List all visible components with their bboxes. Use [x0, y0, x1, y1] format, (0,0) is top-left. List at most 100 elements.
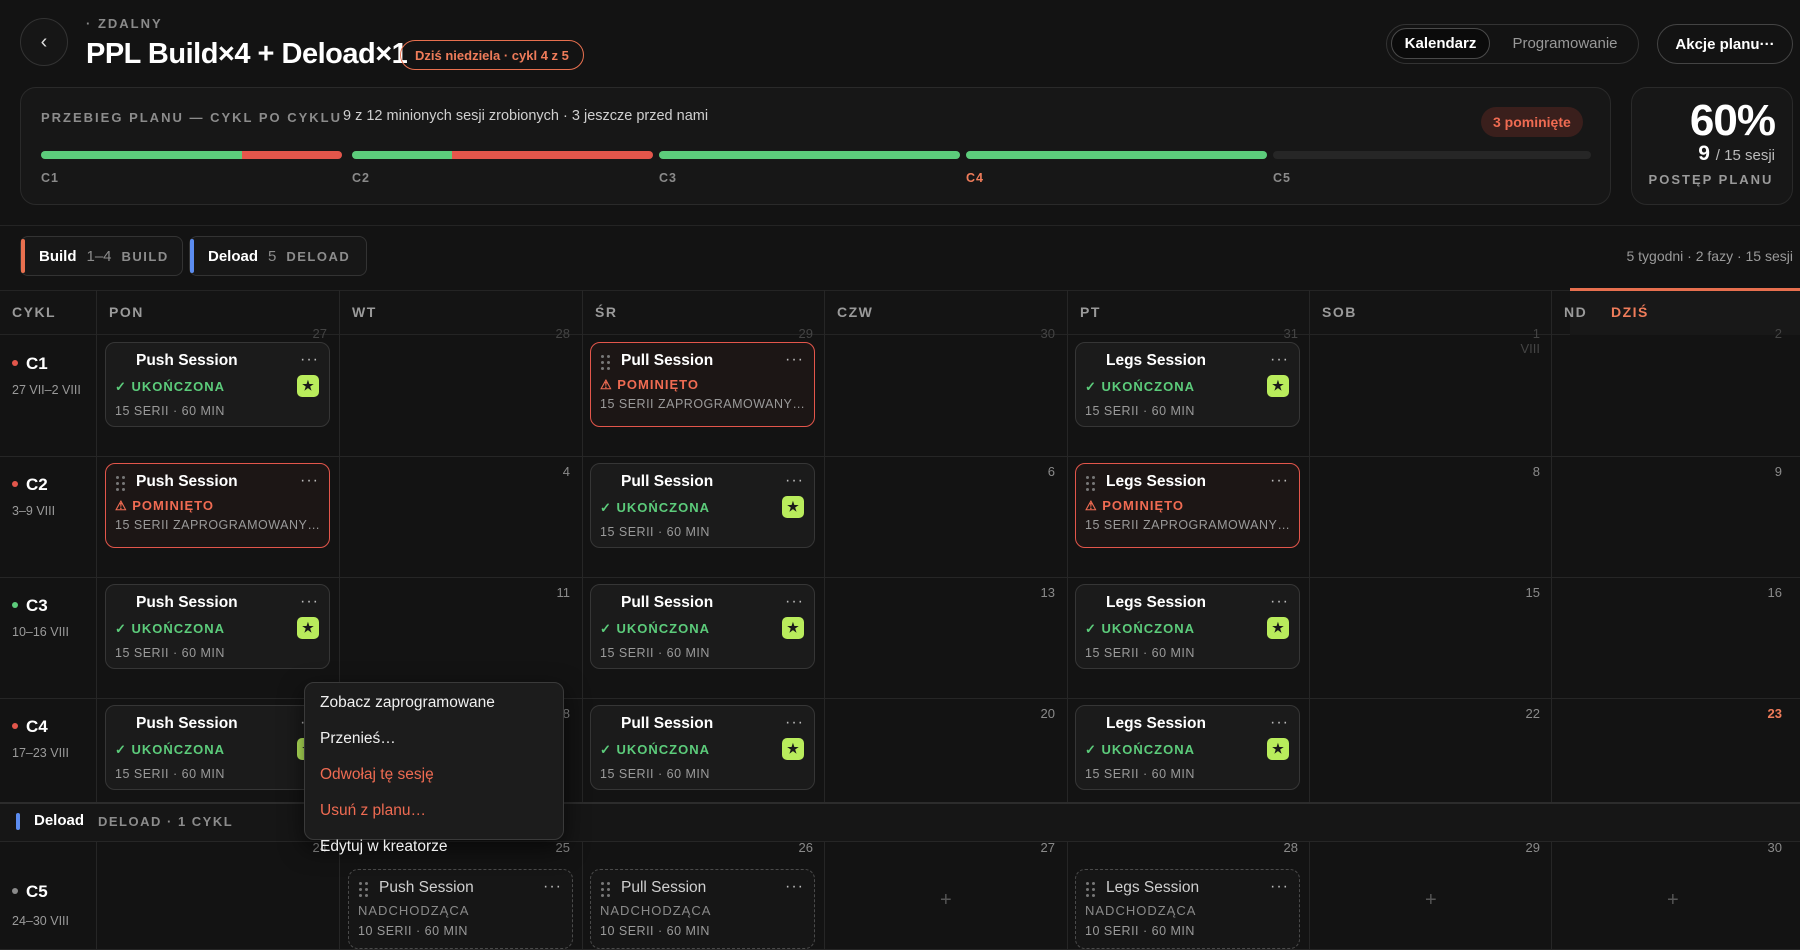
drag-handle-icon[interactable]	[601, 882, 611, 898]
more-horizontal-icon[interactable]: ···	[543, 878, 562, 895]
day-number: 30	[1767, 840, 1782, 855]
session-card-legs[interactable]: Legs Session ··· ✓ UKOŃCZONA 15 SERII · 60 …	[1075, 342, 1300, 427]
drag-handle-icon[interactable]	[601, 355, 611, 371]
status-completed: ✓ UKOŃCZONA	[600, 500, 710, 515]
col-head-day: CZW	[837, 304, 874, 320]
drag-handle-icon[interactable]	[116, 476, 126, 492]
session-meta: 15 SERII ZAPROGRAMOWANYCH	[600, 397, 805, 411]
row-date-range: 27 VII–2 VIII	[12, 383, 81, 397]
cycle-progress-bar	[352, 151, 653, 159]
session-meta: 15 SERII ZAPROGRAMOWANYCH	[115, 518, 320, 532]
cycle-status-dot	[12, 480, 18, 487]
add-session-plus-icon[interactable]: +	[1667, 889, 1679, 911]
more-horizontal-icon[interactable]: ···	[785, 878, 804, 895]
session-card-push[interactable]: Push Session ··· NADCHODZĄCA 10 SERII · 60 …	[348, 869, 573, 949]
drag-handle-icon[interactable]	[1086, 476, 1096, 492]
divider	[0, 225, 1800, 226]
deload-color-bar	[16, 813, 20, 830]
phase-color-bar	[21, 239, 25, 273]
column-divider	[96, 290, 97, 949]
session-card-legs[interactable]: Legs Session ··· ✓ UKOŃCZONA 15 SERII · 60 …	[1075, 705, 1300, 790]
drag-handle-icon[interactable]	[1086, 882, 1096, 898]
more-horizontal-icon[interactable]: ···	[300, 351, 319, 368]
phase-kind: DELOAD	[286, 248, 351, 264]
view-toggle	[1386, 24, 1639, 64]
column-divider	[1551, 290, 1552, 949]
star-icon[interactable]: ★	[1267, 375, 1289, 397]
cycle-status-dot	[12, 722, 18, 729]
cycle-progress-bar	[1273, 151, 1591, 159]
star-icon[interactable]: ★	[297, 617, 319, 639]
context-menu-item[interactable]: Edytuj w kreatorze	[320, 838, 448, 855]
more-horizontal-icon[interactable]: ···	[1270, 878, 1289, 895]
more-horizontal-icon[interactable]: ···	[785, 714, 804, 731]
phase-chip-deload[interactable]: Deload 5 DELOAD	[189, 236, 367, 276]
session-card-push[interactable]: Push Session ··· ⚠ POMINIĘTO 15 SERII ZAPRO…	[105, 463, 330, 548]
back-button[interactable]: ‹	[20, 18, 68, 66]
more-horizontal-icon[interactable]: ···	[300, 593, 319, 610]
session-card-legs[interactable]: Legs Session ··· ✓ UKOŃCZONA 15 SERII · 60 …	[1075, 584, 1300, 669]
session-meta: 10 SERII · 60 MIN	[600, 924, 710, 938]
more-horizontal-icon[interactable]: ···	[1270, 351, 1289, 368]
session-card-legs[interactable]: Legs Session ··· ⚠ POMINIĘTO 15 SERII ZAPRO…	[1075, 463, 1300, 548]
star-icon[interactable]: ★	[297, 375, 319, 397]
session-card-pull[interactable]: Pull Session ··· ✓ UKOŃCZONA 15 SERII · 60 …	[590, 705, 815, 790]
count-total: / 15 sesji	[1715, 147, 1775, 164]
phase-name: Build	[39, 247, 77, 265]
more-horizontal-icon[interactable]: ···	[1270, 714, 1289, 731]
row-divider	[0, 698, 1800, 699]
star-icon[interactable]: ★	[1267, 617, 1289, 639]
session-meta: 15 SERII · 60 MIN	[115, 767, 225, 781]
row-date-range: 10–16 VIII	[12, 625, 69, 639]
phase-color-bar	[190, 239, 194, 273]
context-menu-item[interactable]: Odwołaj tę sesję	[320, 766, 434, 783]
row-label: C1	[12, 354, 48, 374]
tab-calendar[interactable]: Kalendarz	[1391, 28, 1490, 59]
plan-progress-card	[20, 87, 1611, 205]
session-meta: 15 SERII · 60 MIN	[600, 767, 710, 781]
column-divider	[582, 290, 583, 949]
row-date-range: 17–23 VIII	[12, 746, 69, 760]
session-meta: 15 SERII · 60 MIN	[115, 646, 225, 660]
today-column-highlight	[1570, 288, 1800, 335]
session-card-legs[interactable]: Legs Session ··· NADCHODZĄCA 10 SERII · 60 …	[1075, 869, 1300, 949]
status-completed: ✓ UKOŃCZONA	[1085, 742, 1195, 757]
day-number: 29	[1525, 840, 1540, 855]
tab-programming[interactable]: Programowanie	[1512, 35, 1618, 52]
more-horizontal-icon[interactable]: ···	[300, 472, 319, 489]
session-card-pull[interactable]: Pull Session ··· ⚠ POMINIĘTO 15 SERII ZAPRO…	[590, 342, 815, 427]
plan-actions-button[interactable]: Akcje planu···	[1657, 24, 1793, 64]
star-icon[interactable]: ★	[782, 738, 804, 760]
session-meta: 15 SERII · 60 MIN	[600, 525, 710, 539]
star-icon[interactable]: ★	[782, 496, 804, 518]
add-session-plus-icon[interactable]: +	[940, 889, 952, 911]
more-horizontal-icon[interactable]: ···	[785, 472, 804, 489]
session-card-pull[interactable]: Pull Session ··· NADCHODZĄCA 10 SERII · 60 …	[590, 869, 815, 949]
phase-range: 5	[268, 247, 277, 265]
star-icon[interactable]: ★	[1267, 738, 1289, 760]
day-number: 16	[1767, 585, 1782, 600]
session-card-pull[interactable]: Pull Session ··· ✓ UKOŃCZONA 15 SERII · 60 …	[590, 463, 815, 548]
context-menu-item[interactable]: Zobacz zaprogramowane	[320, 694, 495, 711]
more-horizontal-icon[interactable]: ···	[785, 593, 804, 610]
context-menu-item[interactable]: Usuń z planu…	[320, 802, 426, 819]
calendar-header	[0, 290, 1800, 335]
skipped-badge[interactable]: 3 pominięte	[1481, 107, 1583, 137]
session-card-pull[interactable]: Pull Session ··· ✓ UKOŃCZONA 15 SERII · 60 …	[590, 584, 815, 669]
more-horizontal-icon[interactable]: ···	[785, 351, 804, 368]
phase-chip-build[interactable]: Build 1–4 BUILD	[20, 236, 183, 276]
context-menu-item[interactable]: Przenieś…	[320, 730, 396, 747]
add-session-plus-icon[interactable]: +	[1425, 889, 1437, 911]
cycle-progress-bar	[659, 151, 960, 159]
more-horizontal-icon[interactable]: ···	[1270, 593, 1289, 610]
session-title: Pull Session	[621, 352, 714, 369]
more-horizontal-icon[interactable]: ···	[1270, 472, 1289, 489]
drag-handle-icon[interactable]	[359, 882, 369, 898]
session-meta: 15 SERII · 60 MIN	[600, 646, 710, 660]
star-icon[interactable]: ★	[782, 617, 804, 639]
count-done: 9	[1698, 142, 1710, 165]
day-number: 30	[1040, 326, 1055, 341]
